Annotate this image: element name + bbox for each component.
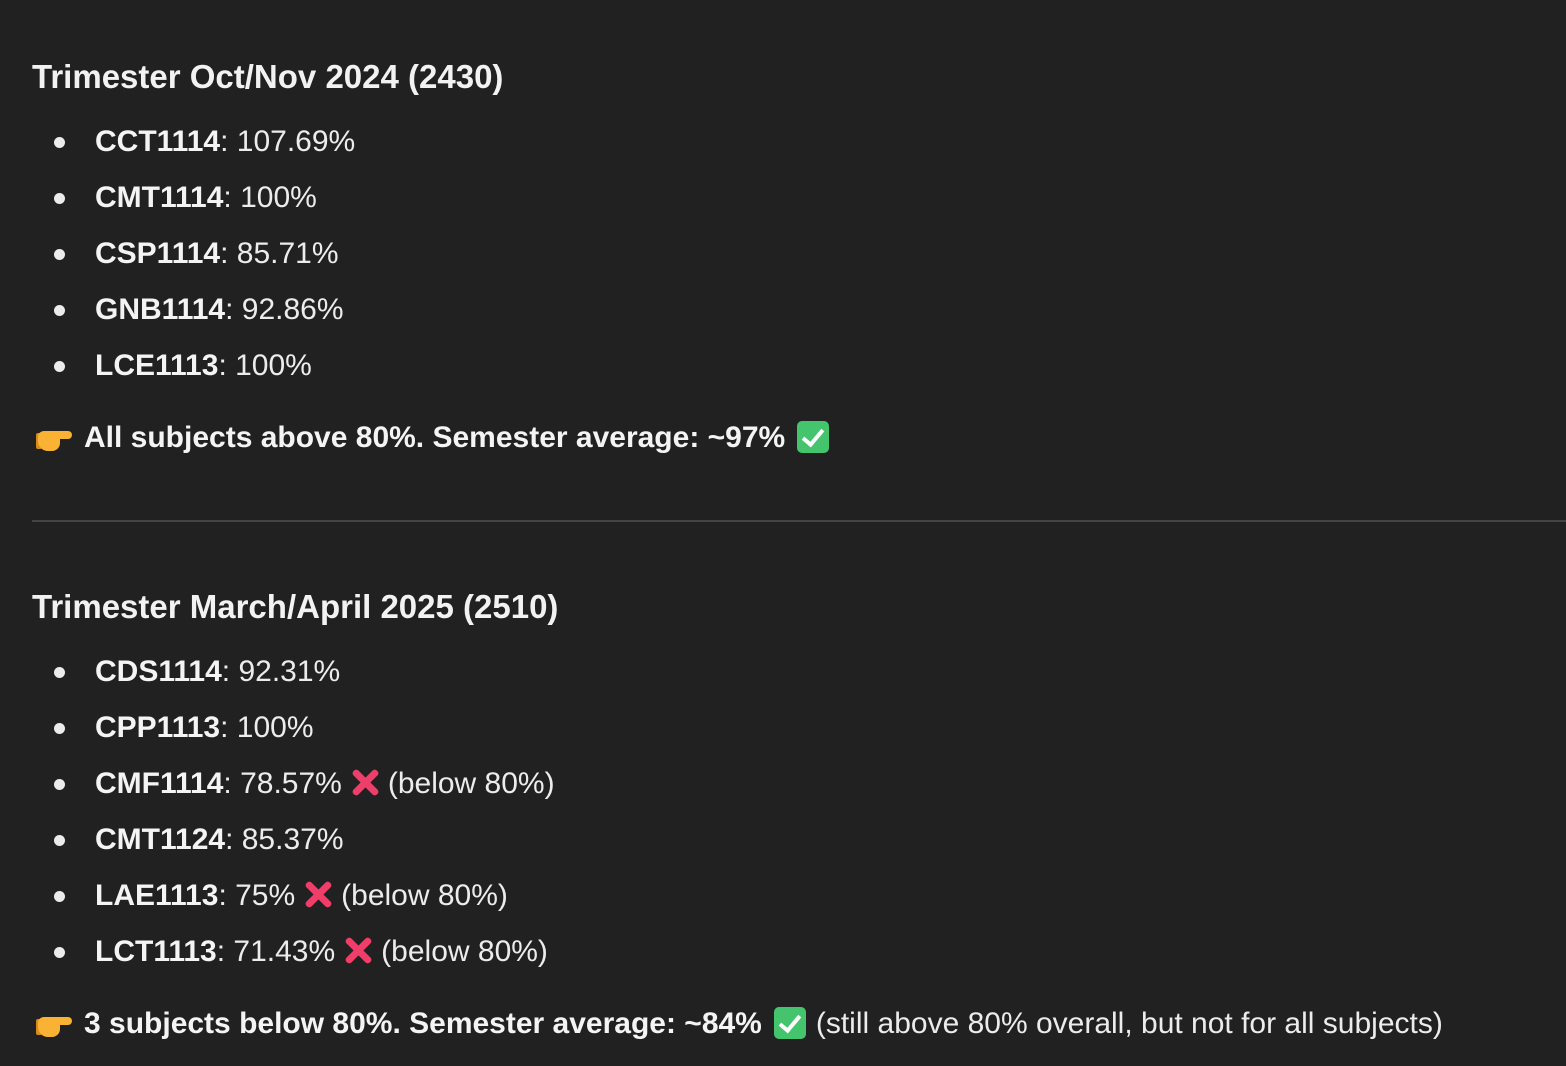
subject-code: CMF1114 xyxy=(95,767,224,800)
backhand-index-pointing-right-icon xyxy=(36,422,72,452)
subject-score: : 75% xyxy=(218,879,296,912)
subject-score: : 92.31% xyxy=(221,655,341,688)
bullet-icon xyxy=(54,193,65,204)
summary-extra: (still above 80% overall, but not for al… xyxy=(815,1007,1443,1040)
subject-score: : 100% xyxy=(220,711,314,744)
cross-mark-icon xyxy=(343,935,373,965)
bullet-icon xyxy=(54,947,65,958)
list-item: CMT1114: 100% xyxy=(32,176,355,232)
bullet-icon xyxy=(54,891,65,902)
subject-code: CSP1114 xyxy=(95,237,221,270)
bullet-icon xyxy=(54,723,65,734)
subject-code: CDS1114 xyxy=(95,655,222,688)
subject-code: CPP1113 xyxy=(95,711,221,744)
subject-score: : 100% xyxy=(223,181,317,214)
subject-code: LAE1113 xyxy=(95,879,219,912)
semester-summary-2430: All subjects above 80%. Semester average… xyxy=(36,416,839,460)
subject-code: LCE1113 xyxy=(95,349,219,382)
list-item: GNB1114: 92.86% xyxy=(32,288,355,344)
subject-score: : 85.37% xyxy=(225,823,344,856)
subject-note: (below 80%) xyxy=(387,767,555,800)
list-item: CPP1113: 100% xyxy=(32,706,555,762)
subject-score: : 100% xyxy=(218,349,312,382)
bullet-icon xyxy=(54,779,65,790)
semester-summary-2510: 3 subjects below 80%. Semester average: … xyxy=(36,1002,1443,1046)
check-mark-button-icon xyxy=(773,1007,806,1039)
subject-code: LCT1113 xyxy=(95,935,217,968)
section-title-2430: Trimester Oct/Nov 2024 (2430) xyxy=(32,58,504,95)
list-item: CCT1114: 107.69% xyxy=(32,120,355,176)
subject-score: : 71.43% xyxy=(216,935,336,968)
subject-score: : 78.57% xyxy=(223,767,342,800)
subject-code: CMT1114 xyxy=(95,181,224,214)
subject-code: CMT1124 xyxy=(95,823,226,856)
subject-score: : 85.71% xyxy=(220,237,339,270)
check-mark-button-icon xyxy=(797,421,830,453)
cross-mark-icon xyxy=(303,879,333,909)
bullet-icon xyxy=(54,835,65,846)
subject-score: : 92.86% xyxy=(225,293,344,326)
list-item: CMF1114: 78.57% (below 80%) xyxy=(32,762,555,818)
list-item: LCE1113: 100% xyxy=(32,344,355,400)
subject-note: (below 80%) xyxy=(341,879,508,912)
subject-code: GNB1114 xyxy=(95,293,226,326)
list-item: CDS1114: 92.31% xyxy=(32,650,555,706)
bullet-icon xyxy=(54,361,65,372)
subject-code: CCT1114 xyxy=(95,125,221,158)
list-item: CSP1114: 85.71% xyxy=(32,232,355,288)
subject-list-2430: CCT1114: 107.69% CMT1114: 100% CSP1114: … xyxy=(32,120,355,400)
section-divider xyxy=(32,520,1566,522)
section-title-2510: Trimester March/April 2025 (2510) xyxy=(32,588,559,625)
list-item: LAE1113: 75% (below 80%) xyxy=(32,874,555,930)
backhand-index-pointing-right-icon xyxy=(36,1008,72,1038)
bullet-icon xyxy=(54,305,65,316)
cross-mark-icon xyxy=(350,767,380,797)
list-item: CMT1124: 85.37% xyxy=(32,818,555,874)
bullet-icon xyxy=(54,137,65,148)
bullet-icon xyxy=(54,667,65,678)
subject-list-2510: CDS1114: 92.31% CPP1113: 100% CMF1114: 7… xyxy=(32,650,555,986)
summary-text: All subjects above 80%. Semester average… xyxy=(84,421,786,454)
bullet-icon xyxy=(54,249,65,260)
list-item: LCT1113: 71.43% (below 80%) xyxy=(32,930,555,986)
summary-text: 3 subjects below 80%. Semester average: … xyxy=(84,1007,762,1040)
subject-score: : 107.69% xyxy=(220,125,356,158)
subject-note: (below 80%) xyxy=(381,935,548,968)
